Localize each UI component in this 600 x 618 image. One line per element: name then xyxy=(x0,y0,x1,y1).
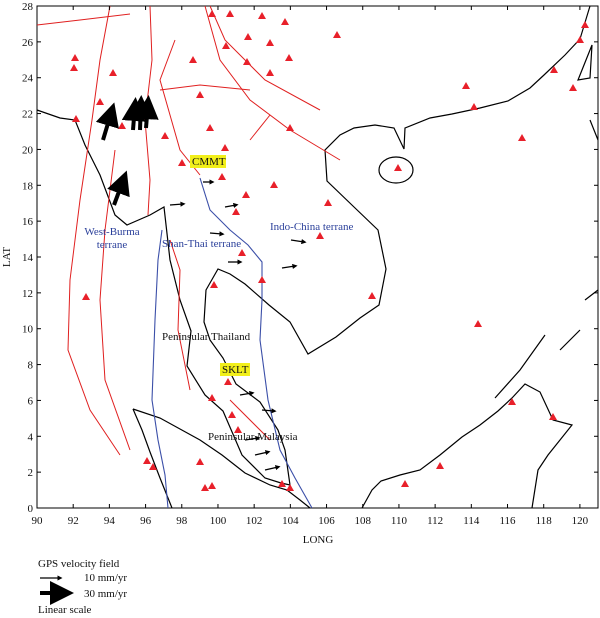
x-tick-label: 116 xyxy=(499,515,516,527)
y-tick-label: 8 xyxy=(28,360,34,372)
y-tick-label: 2 xyxy=(28,467,34,479)
terrane-label: Shan-Thai terrane xyxy=(162,238,241,250)
legend-title: GPS velocity field xyxy=(38,558,120,570)
y-tick-label: 24 xyxy=(22,73,34,85)
y-tick-label: 6 xyxy=(28,395,34,407)
legend: GPS velocity field 10 mm/yr 30 mm/yr Lin… xyxy=(38,558,127,616)
station-label: CMMT xyxy=(192,156,226,168)
station-highlight xyxy=(190,155,226,168)
y-tick-label: 10 xyxy=(22,324,34,336)
x-tick-label: 118 xyxy=(536,515,553,527)
y-tick-label: 26 xyxy=(22,37,34,49)
x-tick-label: 94 xyxy=(104,515,116,527)
axes: LONG LAT 90 92 94 96 98 100 102 104 106 108 110 112… xyxy=(1,1,598,546)
x-tick-label: 114 xyxy=(463,515,480,527)
x-tick-label: 90 xyxy=(32,515,44,527)
x-tick-label: 98 xyxy=(176,515,188,527)
y-tick-label: 0 xyxy=(28,503,34,515)
x-tick-label: 108 xyxy=(354,515,371,527)
y-tick-label: 28 xyxy=(22,1,34,13)
terrane-label: West-Burma xyxy=(84,226,139,238)
y-axis-label: LAT xyxy=(1,247,13,267)
x-tick-label: 102 xyxy=(246,515,263,527)
y-tick-label: 16 xyxy=(22,216,34,228)
x-tick-label: 120 xyxy=(572,515,589,527)
y-tick-label: 14 xyxy=(22,252,34,264)
terrane-label: Indo-China terrane xyxy=(270,221,353,233)
x-tick-label: 100 xyxy=(210,515,227,527)
x-tick-label: 96 xyxy=(140,515,152,527)
y-tick-label: 12 xyxy=(22,288,33,300)
x-tick-label: 104 xyxy=(282,515,299,527)
x-tick-label: 110 xyxy=(391,515,408,527)
region-label: Peninsular Thailand xyxy=(162,331,251,343)
volcano-markers xyxy=(70,10,589,491)
legend-item: 30 mm/yr xyxy=(84,588,127,600)
plot-frame xyxy=(36,5,599,509)
station-highlight xyxy=(220,363,250,376)
velocity-arrows xyxy=(95,95,307,471)
legend-item: 10 mm/yr xyxy=(84,572,127,584)
x-tick-label: 112 xyxy=(427,515,443,527)
x-tick-label: 106 xyxy=(318,515,335,527)
station-label: SKLT xyxy=(222,364,249,376)
y-tick-label: 22 xyxy=(22,109,33,121)
faults xyxy=(36,5,341,456)
y-tick-label: 20 xyxy=(22,144,34,156)
map-labels: West-Burma terrane Shan-Thai terrane Ind… xyxy=(84,155,353,443)
x-tick-label: 92 xyxy=(68,515,79,527)
y-tick-label: 4 xyxy=(28,431,34,443)
legend-note: Linear scale xyxy=(38,604,92,616)
terrane-label: terrane xyxy=(97,239,128,251)
x-axis-label: LONG xyxy=(303,534,334,546)
region-label: Peninsular Malaysia xyxy=(208,431,298,443)
terrane-boundaries xyxy=(151,177,313,509)
coastlines xyxy=(36,5,599,509)
y-tick-label: 18 xyxy=(22,180,34,192)
